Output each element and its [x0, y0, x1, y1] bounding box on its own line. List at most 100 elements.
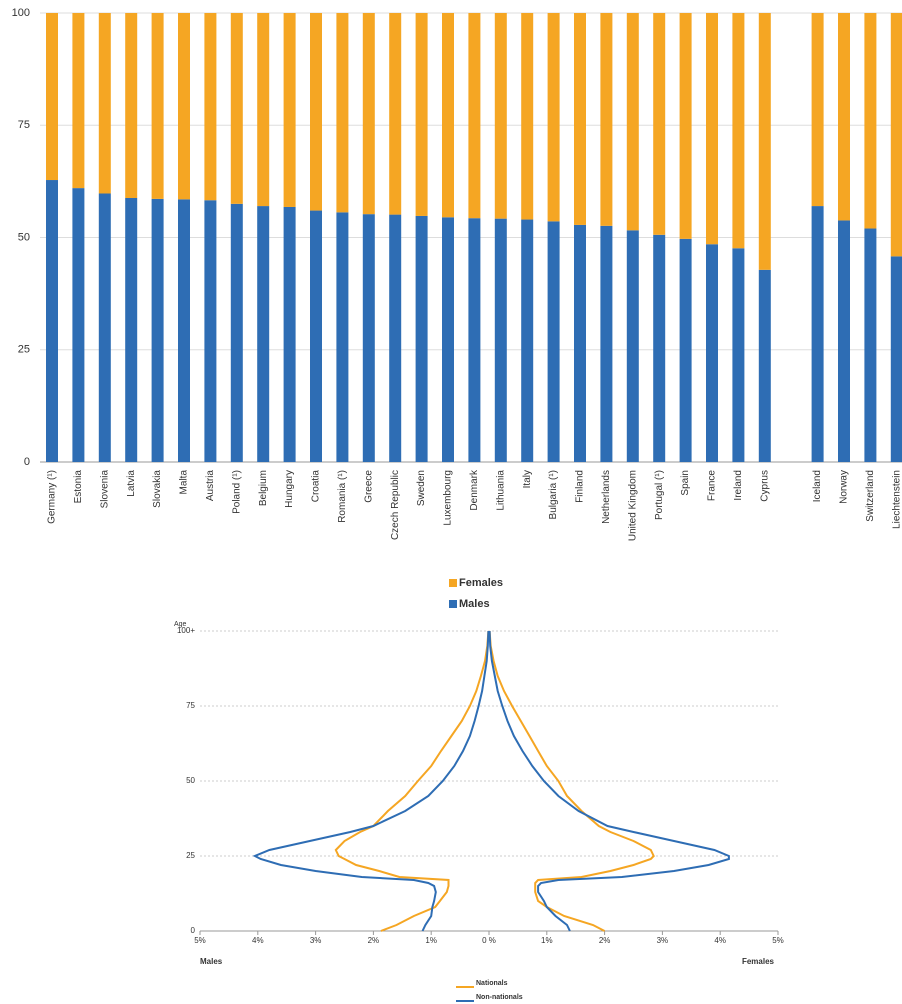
bar-segment [362, 214, 375, 462]
bar-segment [230, 203, 243, 462]
bar-segment [547, 221, 560, 462]
bar-segment [521, 219, 534, 462]
x-tick-label: 3% [657, 936, 669, 945]
x-tick-label: Croatia [311, 470, 322, 503]
bar-segment [838, 13, 850, 221]
bar-segment [98, 193, 111, 463]
x-tick-label: Finland [575, 470, 586, 503]
bar-segment [178, 13, 190, 200]
x-tick-label: 4% [714, 936, 726, 945]
x-tick-label: Ireland [733, 470, 744, 501]
legend-label: Females [459, 577, 503, 589]
bar-segment [811, 13, 824, 207]
legend-swatch [449, 579, 457, 587]
x-tick-label: 4% [252, 936, 264, 945]
x-tick-label: Sweden [416, 470, 427, 506]
bar-segment [547, 13, 560, 222]
bar-segment [204, 13, 217, 201]
x-tick-label: Slovenia [99, 470, 110, 509]
line-males [252, 630, 490, 932]
y-tick-label: 0 [24, 456, 30, 468]
bar-segment [494, 13, 507, 219]
side-label: Males [200, 957, 223, 966]
bar-segment [442, 13, 454, 218]
x-tick-label: Iceland [812, 470, 823, 502]
x-tick-label: Spain [680, 470, 691, 496]
bar-segment [362, 13, 375, 215]
bar-segment [732, 248, 745, 462]
legend-swatch [449, 600, 457, 608]
bar-segment [626, 13, 639, 231]
x-tick-label: Slovakia [152, 470, 163, 508]
legend-label: Males [459, 598, 490, 610]
bar-segment [600, 225, 613, 462]
bar-segment [257, 206, 270, 462]
bar-segment [758, 269, 771, 462]
bar-segment [72, 13, 85, 189]
y-tick-label: 0 [191, 926, 196, 935]
bar-segment [574, 13, 586, 225]
bar-segment [178, 199, 190, 462]
bar-segment [468, 13, 481, 219]
bar-segment [758, 13, 771, 270]
bar-segment [389, 13, 402, 215]
x-tick-label: Czech Republic [390, 470, 401, 540]
x-tick-label: Bulgaria (¹) [548, 470, 559, 519]
bar-segment [494, 218, 507, 462]
bar-segment [732, 13, 745, 249]
bar-segment [679, 238, 692, 462]
y-tick-label: 25 [18, 344, 30, 356]
x-tick-label: France [707, 470, 718, 502]
x-tick-label: Denmark [469, 469, 480, 511]
x-tick-label: 2% [368, 936, 380, 945]
bar-segment [838, 220, 850, 462]
x-tick-label: Poland (¹) [231, 470, 242, 514]
bar-segment [310, 13, 322, 211]
bar-segment [600, 13, 613, 226]
y-axis-title: Age [174, 621, 187, 628]
x-tick-label: Liechtenstein [891, 470, 902, 529]
bar-segment [626, 230, 639, 462]
bar-segment [310, 210, 322, 462]
bar-segment [46, 180, 58, 462]
bar-segment [468, 218, 481, 462]
bar-segment [706, 13, 718, 245]
bar-segment [151, 13, 164, 199]
x-tick-label: Greece [363, 470, 374, 503]
x-tick-label: 2% [599, 936, 611, 945]
bar-segment [574, 224, 586, 462]
line-males [334, 630, 490, 932]
bar-segment [389, 214, 402, 462]
bar-segment [72, 188, 85, 463]
x-tick-label: Romania (¹) [337, 470, 348, 523]
bar-segment [679, 13, 692, 239]
x-tick-label: Malta [179, 470, 190, 495]
bar-segment [890, 13, 902, 257]
y-tick-label: 25 [186, 851, 195, 860]
bar-segment [706, 244, 718, 462]
x-tick-label: United Kingdom [627, 470, 638, 541]
y-tick-label: 75 [186, 701, 195, 710]
bar-segment [46, 13, 58, 181]
bar-segment [283, 206, 296, 462]
x-tick-label: Luxembourg [443, 470, 454, 526]
x-tick-label: Lithuania [495, 470, 506, 511]
x-tick-label: 1% [425, 936, 437, 945]
bar-segment [442, 217, 454, 462]
x-tick-label: Italy [522, 470, 533, 488]
y-tick-label: 50 [18, 231, 30, 243]
x-tick-label: Latvia [126, 470, 137, 497]
bar-segment [864, 228, 877, 462]
x-tick-label: Cyprus [759, 470, 770, 502]
bar-segment [125, 13, 138, 198]
bar-segment [521, 13, 534, 220]
bar-segment [125, 197, 138, 462]
bar-segment [283, 13, 296, 207]
x-tick-label: 5% [194, 936, 206, 945]
y-tick-label: 100+ [177, 626, 195, 635]
x-tick-label: 5% [772, 936, 784, 945]
x-tick-label: Netherlands [601, 470, 612, 524]
bar-segment [230, 13, 243, 204]
y-tick-label: 100 [12, 7, 30, 19]
